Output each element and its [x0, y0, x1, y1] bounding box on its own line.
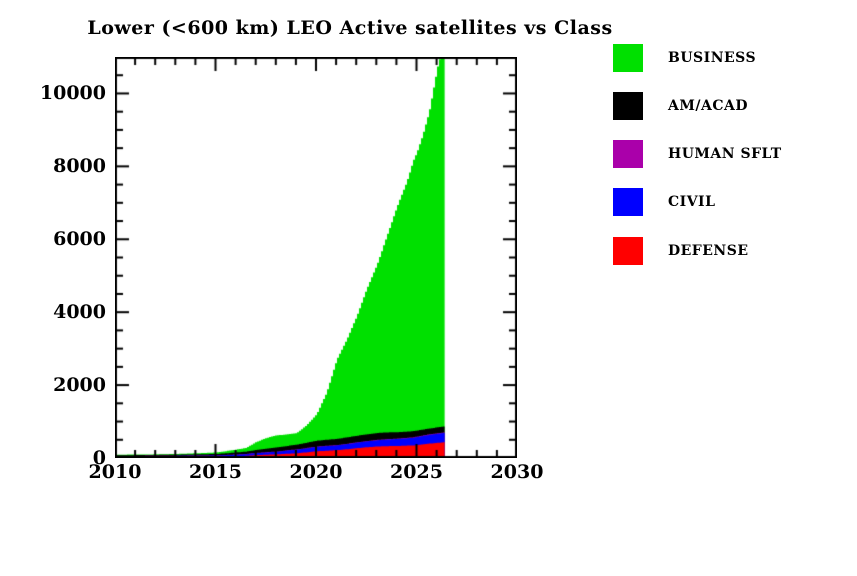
legend-swatch-icon: [613, 140, 643, 168]
y-tick-label: 4000: [53, 301, 106, 324]
y-tick-label: 8000: [53, 155, 106, 178]
legend-swatch-icon: [613, 188, 643, 216]
legend-label: CIVIL: [668, 194, 716, 210]
legend-item-am-acad: AM/ACAD: [613, 91, 748, 121]
legend-item-human-sflt: HUMAN SFLT: [613, 139, 782, 169]
x-tick-label: 2015: [189, 461, 242, 483]
legend-swatch-icon: [613, 237, 643, 265]
legend-item-civil: CIVIL: [613, 187, 715, 217]
y-tick-label: 2000: [53, 374, 106, 397]
legend-item-defense: DEFENSE: [613, 236, 749, 266]
legend: BUSINESS AM/ACAD HUMAN SFLT CIVIL DEFENSE: [613, 0, 857, 300]
x-tick-label: 2020: [289, 461, 343, 483]
chart-title: Lower (<600 km) LEO Active satellites vs…: [87, 17, 613, 39]
legend-label: BUSINESS: [668, 50, 757, 66]
legend-label: DEFENSE: [668, 243, 749, 259]
legend-swatch-icon: [613, 44, 643, 72]
legend-label: AM/ACAD: [668, 98, 748, 114]
x-tick-label: 2025: [390, 461, 443, 483]
plot-area: [115, 57, 517, 458]
legend-item-business: BUSINESS: [613, 43, 756, 73]
y-tick-label: 10000: [39, 82, 106, 105]
legend-label: HUMAN SFLT: [668, 146, 782, 162]
legend-swatch-icon: [613, 92, 643, 120]
x-tick-label: 2010: [88, 461, 142, 483]
x-tick-label: 2030: [490, 461, 544, 483]
y-tick-label: 0: [92, 447, 106, 469]
y-tick-label: 6000: [53, 228, 106, 251]
